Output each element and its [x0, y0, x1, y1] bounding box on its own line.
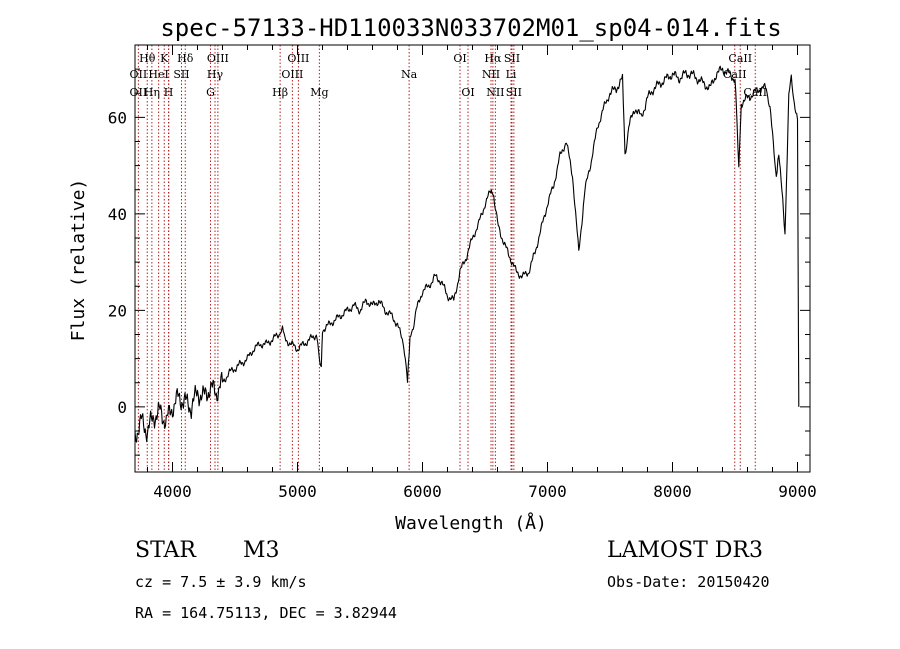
line-label: Mg — [310, 86, 328, 99]
spectrum-series-line — [134, 65, 800, 443]
x-tick-label: 8000 — [653, 482, 692, 501]
y-tick-label: 0 — [117, 398, 127, 417]
object-subclass: M3 — [243, 538, 280, 563]
line-label: SII — [173, 68, 189, 81]
obs-date-text: Obs-Date: 20150420 — [607, 573, 770, 591]
line-label: Hγ — [207, 68, 224, 81]
y-axis-label: Flux (relative) — [68, 179, 89, 342]
line-label: Na — [401, 68, 418, 81]
line-label: Hθ — [139, 52, 156, 65]
x-tick-label: 4000 — [153, 482, 192, 501]
y-tick-label: 20 — [108, 301, 127, 320]
line-label: OI — [461, 86, 474, 99]
coordinates-text: RA = 164.75113, DEC = 3.82944 — [135, 604, 397, 622]
line-label: Hη — [144, 86, 160, 99]
spectral-line-markers — [137, 45, 756, 472]
y-axis-ticks: 0 20 40 60 — [108, 68, 810, 456]
line-label: HeI — [148, 68, 168, 81]
redshift-text: cz = 7.5 ± 3.9 km/s — [135, 573, 307, 591]
x-tick-label: 6000 — [403, 482, 442, 501]
line-label: Hβ — [272, 86, 288, 99]
line-label: K — [160, 52, 169, 65]
line-label: NII — [486, 86, 504, 99]
line-label: OI — [453, 52, 466, 65]
x-tick-label: 7000 — [528, 482, 567, 501]
line-label: Hα — [484, 52, 502, 65]
x-tick-label: 5000 — [278, 482, 317, 501]
y-tick-label: 40 — [108, 205, 127, 224]
x-axis-ticks: 4000 5000 6000 7000 8000 9000 — [147, 45, 817, 501]
plot-frame — [134, 44, 811, 473]
line-label: SII — [504, 52, 520, 65]
survey-name: LAMOST DR3 — [607, 538, 763, 563]
line-label: NII — [482, 68, 500, 81]
line-label: Li — [506, 68, 517, 81]
line-label: OIII — [287, 52, 309, 65]
x-tick-label: 9000 — [778, 482, 817, 501]
object-type: STAR — [135, 538, 196, 563]
line-label: G — [206, 86, 215, 99]
line-label: Hδ — [177, 52, 194, 65]
line-label: SII — [506, 86, 522, 99]
line-label: CaII — [728, 52, 752, 65]
line-label: H — [164, 86, 174, 99]
line-label: OII — [130, 86, 148, 99]
y-tick-label: 60 — [108, 108, 127, 127]
line-label: OIII — [281, 68, 303, 81]
line-label: OII — [130, 68, 148, 81]
chart-title: spec-57133-HD110033N033702M01_sp04-014.f… — [160, 14, 781, 42]
x-axis-label: Wavelength (Å) — [395, 512, 547, 534]
line-label: OIII — [207, 52, 229, 65]
